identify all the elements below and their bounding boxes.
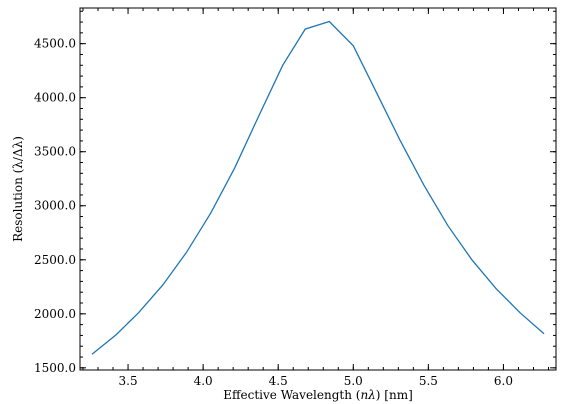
x-tick-label: 4.5 — [269, 374, 288, 388]
x-tick-label: 4.0 — [194, 374, 213, 388]
y-tick-label: 2000.0 — [34, 307, 76, 321]
series-line — [91, 20, 545, 355]
plot-area — [79, 7, 557, 371]
x-tick-labels: 3.5 4.0 4.5 5.0 5.5 6.0 — [119, 374, 513, 388]
y-axis-label: Resolution (λ/Δλ) — [11, 136, 25, 242]
x-tick-label: 5.5 — [419, 374, 438, 388]
x-tick-label: 6.0 — [494, 374, 513, 388]
y-tick-label: 2500.0 — [34, 253, 76, 267]
ticks — [80, 8, 556, 370]
y-tick-label: 3500.0 — [34, 145, 76, 159]
x-axis-label: Effective Wavelength (nλ) [nm] — [223, 388, 413, 402]
y-tick-label: 4000.0 — [34, 91, 76, 105]
x-tick-label: 5.0 — [344, 374, 363, 388]
y-tick-label: 1500.0 — [34, 361, 76, 375]
y-tick-label: 3000.0 — [34, 199, 76, 213]
x-tick-label: 3.5 — [119, 374, 138, 388]
y-tick-label: 4500.0 — [34, 37, 76, 51]
y-tick-labels: 1500.0 2000.0 2500.0 3000.0 3500.0 4000.0 4500… — [34, 37, 76, 375]
